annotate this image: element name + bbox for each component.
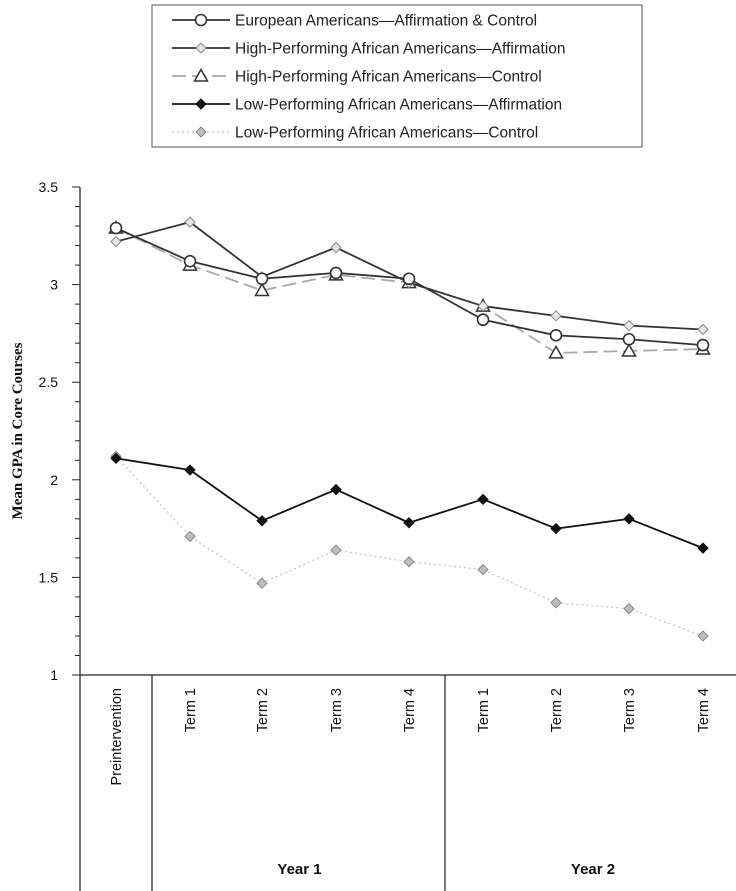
y-tick-label: 3.5 <box>39 179 59 195</box>
data-point <box>184 216 196 228</box>
legend-label: High-Performing African Americans—Contro… <box>235 69 542 86</box>
data-point <box>256 577 268 589</box>
data-point <box>621 342 637 357</box>
data-point <box>110 235 122 248</box>
legend-box <box>151 4 643 148</box>
data-point <box>697 542 709 554</box>
x-category-label: Term 1 <box>476 688 492 732</box>
data-point <box>477 563 489 576</box>
x-category-label: Term 1 <box>183 688 199 732</box>
x-category-label: Term 2 <box>549 688 565 732</box>
series-line <box>115 227 704 354</box>
series-line <box>115 457 704 549</box>
legend-label: Low-Performing African Americans—Control <box>235 125 538 142</box>
data-point <box>184 464 196 476</box>
data-point <box>329 266 343 280</box>
data-point <box>697 323 709 336</box>
legend-marker <box>195 42 207 54</box>
data-point <box>109 221 123 235</box>
data-point <box>623 513 635 525</box>
y-tick-label: 2.5 <box>39 374 59 390</box>
y-tick-label: 2 <box>50 472 58 488</box>
data-point <box>256 515 268 527</box>
data-point <box>550 597 562 609</box>
legend-label: Low-Performing African Americans—Affirma… <box>235 97 562 114</box>
y-tick-label: 1.5 <box>39 569 59 585</box>
legend: European Americans—Affirmation & Control… <box>151 4 643 148</box>
data-point <box>402 272 416 286</box>
legend-marker <box>193 67 209 82</box>
x-category-label: Term 3 <box>622 688 638 732</box>
y-axis-title: Mean GPA in Core Courses <box>10 342 26 519</box>
data-point <box>403 556 415 568</box>
axes: 1 1.5 2 2.5 3 3.5 Mean GPA in Core Courses Prei… <box>10 179 736 891</box>
x-category-label: Term 3 <box>329 688 345 732</box>
data-point <box>623 319 635 332</box>
legend-label: High-Performing African Americans—Affirm… <box>235 41 566 58</box>
data-point <box>550 522 562 535</box>
data-point <box>110 452 122 465</box>
y-tick-label: 3 <box>50 277 58 293</box>
data-point <box>330 483 342 496</box>
x-group-label: Year 2 <box>571 861 615 878</box>
data-point <box>549 329 563 342</box>
legend-marker <box>195 126 207 138</box>
x-category-label: Term 2 <box>255 688 271 732</box>
data-point <box>330 241 342 254</box>
data-point <box>548 344 564 359</box>
data-point <box>183 254 197 268</box>
data-point <box>477 300 489 312</box>
legend-marker <box>195 98 207 110</box>
data-point <box>697 630 709 642</box>
legend-label: European Americans—Affirmation & Control <box>235 13 537 30</box>
legend-marker <box>194 13 208 27</box>
series-line <box>115 455 704 637</box>
data-point <box>622 332 636 346</box>
data-point <box>477 493 489 506</box>
data-point <box>550 310 562 322</box>
data-point <box>254 282 270 297</box>
data-point <box>330 544 342 556</box>
data-point <box>184 530 196 543</box>
x-category-label: Term 4 <box>402 688 418 732</box>
data-point <box>696 338 710 352</box>
y-tick-label: 1 <box>50 667 58 683</box>
x-group-label: Year 1 <box>277 861 321 878</box>
data-point <box>476 313 490 327</box>
x-category-label: Preintervention <box>109 688 125 786</box>
data-point <box>403 517 415 529</box>
series-layer <box>108 216 711 642</box>
data-point <box>623 602 635 615</box>
data-point <box>255 272 269 286</box>
x-category-label: Term 4 <box>696 688 712 732</box>
